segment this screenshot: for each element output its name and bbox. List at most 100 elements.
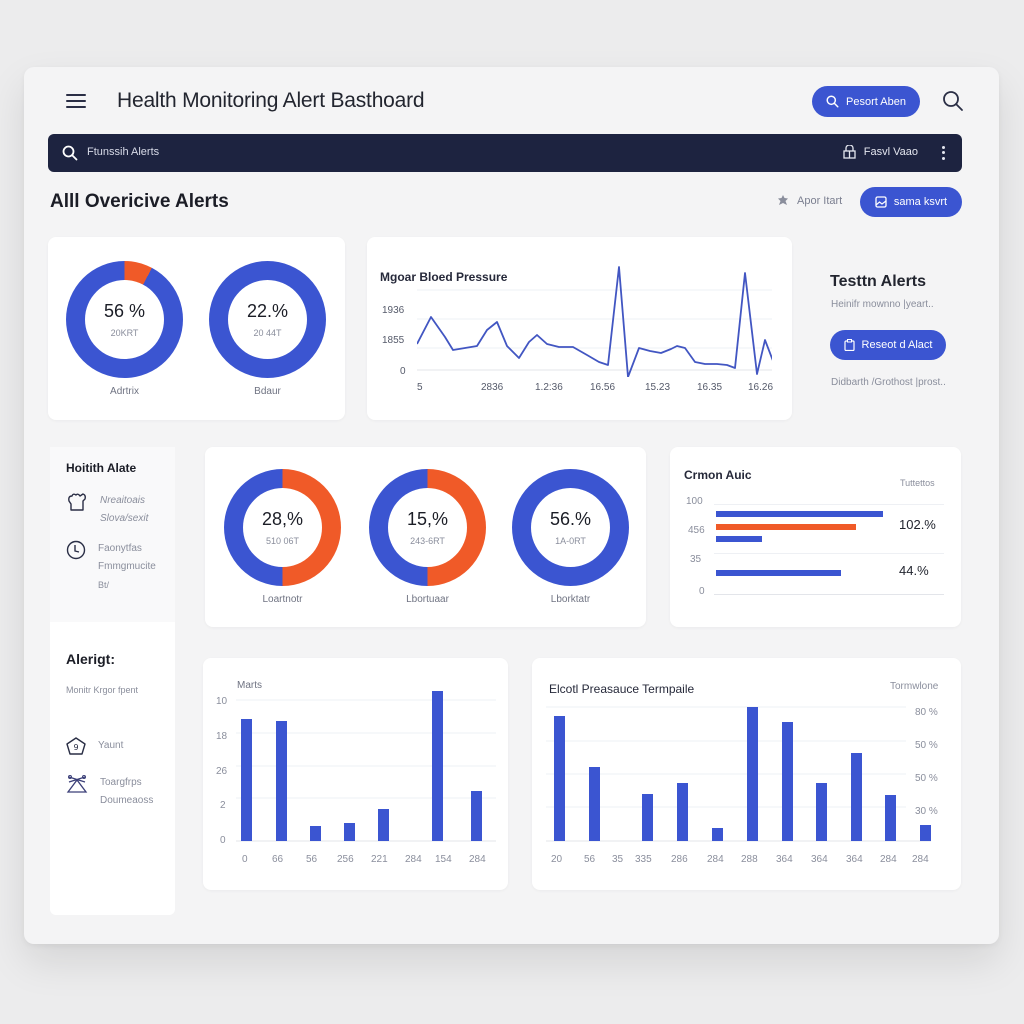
donut-subvalue: 20KRT (110, 328, 139, 338)
donut-chart-lbortuaar[interactable]: 15,% 243-6RT Lbortuaar (369, 469, 486, 605)
x-tick: 5 (417, 382, 423, 393)
donut-subvalue: 1A-0RT (555, 536, 586, 546)
hbar-blue-1[interactable] (716, 511, 883, 517)
x-tick: 16.26 (748, 382, 774, 393)
dashboard-window: Health Monitoring Alert Basthoard Pesort… (24, 67, 999, 944)
x-tick: 364 (846, 854, 863, 865)
donut-label: Lborktatr (550, 594, 591, 605)
chart-title: Crmon Auic (684, 468, 752, 482)
side-item-yaunt[interactable]: 9 Yaunt (66, 737, 123, 755)
more-vertical-icon[interactable] (940, 145, 946, 161)
send-alert-label: sama ksvrt (893, 196, 948, 208)
item-line: Toargfrps (100, 777, 142, 788)
x-tick: 364 (776, 854, 793, 865)
x-tick: 0 (242, 854, 248, 865)
panel-subtitle: Monitr Krgor fpent (66, 685, 139, 695)
x-tick: 154 (435, 854, 452, 865)
horizontal-bar-card: Crmon Auic Tuttettos 100 456 35 0 102.% … (670, 447, 961, 627)
donut-chart-loartnotr[interactable]: 28,% 510 06T Loartnotr (224, 469, 341, 605)
marts-bar-plot[interactable] (236, 691, 496, 843)
donut-label: Lbortuaar (406, 594, 449, 605)
alert-panel: Alerigt: Monitr Krgor fpent 9 Yaunt Toar… (50, 622, 175, 915)
marts-bar-card: Marts 10 18 26 2 0 0 66 56 256 221 284 1… (203, 658, 508, 890)
x-tick: 364 (811, 854, 828, 865)
search-icon (826, 95, 839, 108)
export-alert-label: Apor Itart (797, 195, 843, 207)
x-tick: 20 (551, 854, 563, 865)
donut-label: Adrtrix (110, 386, 139, 397)
panel-title: Alerigt: (66, 651, 115, 667)
y-tick: 80 % (915, 707, 938, 718)
x-tick: 335 (635, 854, 652, 865)
donut-percentage: 15,% (406, 509, 449, 529)
bar-value-label: 44.% (899, 563, 929, 578)
field-view-label: Fasvl Vaao (863, 146, 918, 158)
side-item-schedule[interactable]: Faonytfas Fmmgmucite Bt/ (66, 540, 156, 594)
line-chart-plot[interactable] (417, 262, 772, 377)
export-alert-link[interactable]: Apor Itart (776, 194, 842, 208)
report-alert-button[interactable]: Pesort Aben (812, 86, 920, 117)
hbar-orange[interactable] (716, 524, 856, 530)
x-tick: 56 (584, 854, 596, 865)
search-input[interactable]: Ftunssih Alerts (87, 146, 160, 158)
item-line: Bt/ (98, 580, 110, 590)
gear-icon (778, 195, 788, 205)
side-item-care[interactable]: Nreaitoais Slova/sexit (66, 492, 148, 528)
item-line: Faonytfas (98, 543, 142, 554)
x-tick: 284 (707, 854, 724, 865)
blood-pressure-bar-plot[interactable] (546, 706, 931, 843)
home-badge-icon: 9 (66, 737, 86, 755)
x-tick: 284 (469, 854, 486, 865)
x-tick: 284 (880, 854, 897, 865)
field-view-button[interactable]: Fasvl Vaao (843, 145, 918, 159)
reset-alert-button[interactable]: Reseot d Alact (830, 330, 946, 360)
hbar-blue-3[interactable] (716, 570, 841, 576)
image-icon (875, 196, 887, 208)
overview-donut-card: 56 % 20KRT Adrtrix 22.% 20 44T Bdaur (48, 237, 345, 420)
x-tick: 15.23 (645, 382, 671, 393)
y-tick: 30 % (915, 806, 938, 817)
clock-icon (66, 540, 86, 560)
panel-subtitle: Heinifr mownno |yeart.. (831, 299, 934, 310)
x-tick: 284 (405, 854, 422, 865)
y-tick: 35 (690, 554, 702, 565)
blood-pressure-line-card: Mgoar Bloed Pressure 1936 1855 0 5 2836 … (367, 237, 792, 420)
side-item-toargfrps[interactable]: Toargfrps Doumeaoss (66, 774, 153, 810)
health-donut-card: 28,% 510 06T Loartnotr 15,% 243-6RT Lbor… (205, 447, 646, 627)
y-tick: 1855 (382, 335, 405, 346)
page-title: Health Monitoring Alert Basthoard (117, 89, 425, 112)
hamburger-menu-icon[interactable] (66, 94, 86, 108)
hbar-blue-2[interactable] (716, 536, 762, 542)
y-tick: 0 (699, 586, 705, 597)
panel-title: Testtn Alerts (830, 273, 927, 290)
item-line: Fmmgmucite (98, 561, 156, 572)
donut-chart-bdaur[interactable]: 22.% 20 44T Bdaur (209, 261, 326, 397)
section-title: Alll Overicive Alerts (50, 191, 229, 212)
search-icon[interactable] (942, 90, 964, 112)
item-line: Doumeaoss (100, 795, 154, 806)
chart-legend: Tuttettos (900, 478, 935, 488)
svg-text:9: 9 (73, 743, 78, 752)
item-line: Yaunt (98, 740, 124, 751)
x-tick: 16.56 (590, 382, 616, 393)
search-bar[interactable]: Ftunssih Alerts Fasvl Vaao (48, 134, 962, 172)
x-tick: 16.35 (697, 382, 723, 393)
health-alerts-panel: Hoitith Alate Nreaitoais Slova/sexit Faon… (50, 447, 175, 622)
send-alert-button[interactable]: sama ksvrt (860, 187, 962, 217)
x-tick: 256 (337, 854, 354, 865)
donut-chart-lborktatr[interactable]: 56.% 1A-0RT Lborktatr (512, 469, 629, 605)
report-alert-label: Pesort Aben (846, 95, 906, 108)
x-tick: 2836 (481, 382, 504, 393)
panel-title: Hoitith Alate (66, 461, 137, 475)
donut-percentage: 56 % (103, 301, 146, 321)
panel-footer: Didbarth /Grothost |prost.. (831, 377, 946, 388)
x-tick: 284 (912, 854, 929, 865)
donut-label: Loartnotr (262, 594, 303, 605)
item-line: Slova/sexit (100, 513, 149, 524)
y-tick: 0 (400, 366, 406, 377)
y-tick: 26 (216, 766, 228, 777)
testing-alerts-panel: Testtn Alerts Heinifr mownno |yeart.. Re… (814, 237, 974, 420)
donut-chart-adrtrix[interactable]: 56 % 20KRT Adrtrix (66, 261, 183, 397)
donut-percentage: 28,% (261, 509, 304, 529)
chart-title: Marts (237, 680, 262, 691)
